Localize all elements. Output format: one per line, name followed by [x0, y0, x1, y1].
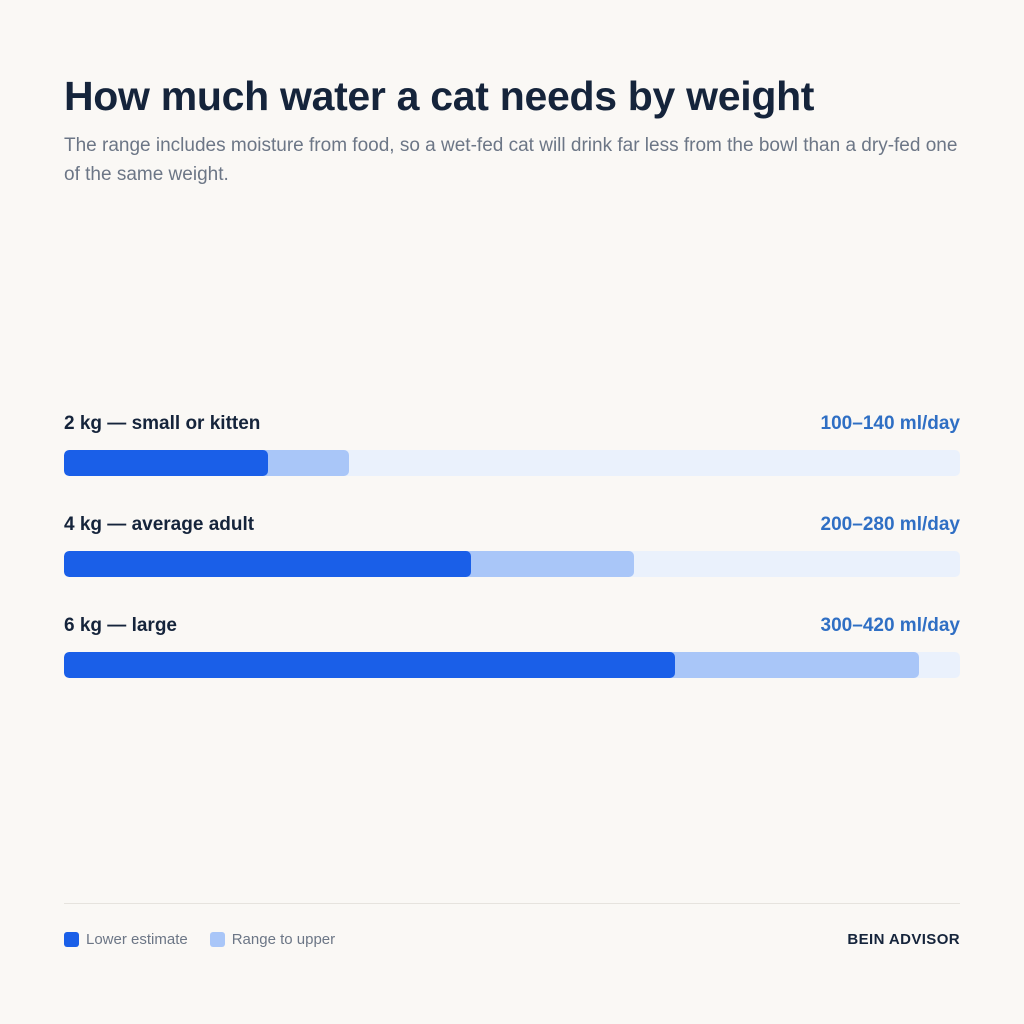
- category-label: 4 kg — average adult: [64, 514, 255, 535]
- chart-title: How much water a cat needs by weight: [64, 73, 815, 119]
- category-label: 6 kg — large: [64, 615, 177, 636]
- legend-item-lower: Lower estimate: [64, 931, 188, 948]
- bar-row: 4 kg — average adult 200–280 ml/day: [64, 514, 960, 615]
- bar-track: [64, 450, 960, 476]
- bar-track: [64, 551, 960, 577]
- legend-item-upper: Range to upper: [209, 931, 336, 948]
- bar-lower-estimate: [64, 551, 472, 577]
- bar-lower-estimate: [64, 450, 268, 476]
- value-label: 200–280 ml/day: [820, 514, 960, 535]
- brand-logo-text: BEIN ADVISOR: [847, 931, 960, 948]
- category-label: 2 kg — small or kitten: [64, 413, 261, 434]
- legend-label-lower: Lower estimate: [86, 931, 188, 948]
- footer-divider: [64, 903, 960, 904]
- bar-row: 6 kg — large 300–420 ml/day: [64, 615, 960, 716]
- legend-swatch-lower: [64, 932, 79, 947]
- value-label: 300–420 ml/day: [820, 615, 960, 636]
- bar-row: 2 kg — small or kitten 100–140 ml/day: [64, 413, 960, 514]
- legend-label-upper: Range to upper: [231, 931, 336, 948]
- legend: Lower estimate Range to upper: [64, 931, 357, 948]
- value-label: 100–140 ml/day: [820, 413, 960, 434]
- bar-lower-estimate: [64, 652, 675, 678]
- bar-rows: 2 kg — small or kitten 100–140 ml/day 4 …: [64, 413, 960, 716]
- legend-swatch-upper: [209, 932, 225, 947]
- chart-subtitle: The range includes moisture from food, s…: [64, 135, 958, 185]
- bar-track: [64, 652, 960, 678]
